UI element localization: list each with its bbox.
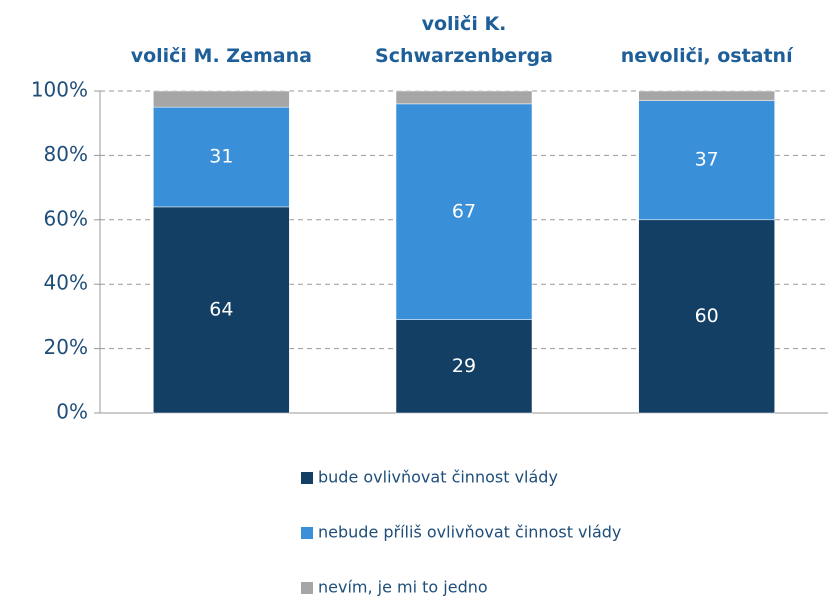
legend-label: bude ovlivňovat činnost vlády [318,468,558,487]
legend-swatch [301,582,313,594]
bar-segment [638,100,775,221]
data-label: 37 [695,149,719,171]
y-tick-label: 40% [44,271,88,295]
category-label: voliči K. Schwarzenberga [375,13,553,67]
bar-segment [395,90,533,105]
category-label: voliči M. Zemana [130,45,312,67]
bar-segment [153,206,290,414]
legend-swatch [301,527,313,539]
bar-segment [153,106,290,208]
y-tick-label: 80% [44,142,88,166]
legend-label: nevím, je mi to jedno [318,578,488,597]
y-tick-label: 20% [44,335,88,359]
y-tick-label: 60% [44,206,88,230]
data-label: 31 [209,146,233,168]
data-label: 64 [209,298,233,320]
category-label: nevoliči, ostatní [620,45,793,67]
bar-segment [395,319,533,414]
bar-segment [638,219,775,414]
bar-segment [395,103,533,320]
data-label: 67 [452,200,476,222]
y-tick-label: 100% [31,78,88,102]
legend-label: nebude příliš ovlivňovat činnost vlády [318,523,621,542]
y-tick-label: 0% [56,400,88,424]
bar-segment [153,90,290,108]
data-label: 60 [695,305,719,327]
bar-segment [638,90,775,101]
data-label: 29 [452,355,476,377]
legend-swatch [301,472,313,484]
